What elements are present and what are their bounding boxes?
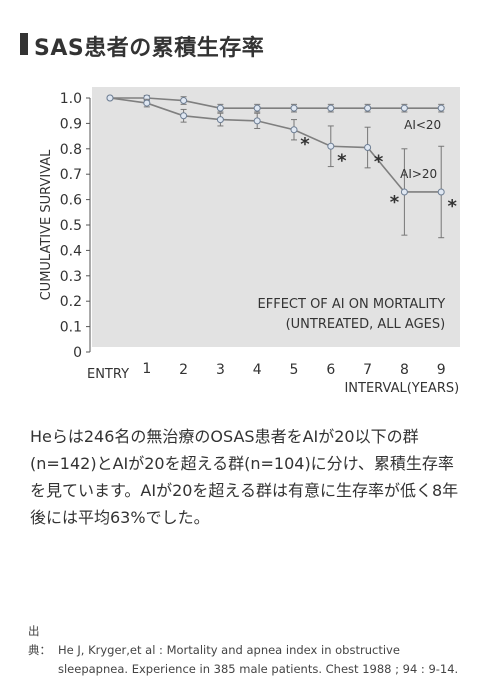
- series-line: [109, 97, 442, 193]
- y-tick-label: 1.0: [60, 91, 82, 107]
- y-tick-label: 0.3: [60, 269, 82, 285]
- series-label: AI>20: [400, 167, 437, 181]
- chart-annotation: EFFECT OF AI ON MORTALITY: [258, 297, 446, 312]
- x-tick-label: 1: [142, 361, 151, 377]
- x-tick-label: 8: [400, 362, 409, 378]
- source-line-1: He J, Kryger,et al : Mortality and apnea…: [58, 643, 400, 657]
- data-point: [290, 126, 298, 134]
- x-tick-label: ENTRY: [87, 367, 129, 382]
- data-point: [400, 104, 408, 112]
- data-point: [327, 104, 335, 112]
- x-tick-label: 2: [179, 362, 188, 378]
- source-citation: 出典： He J, Kryger,et al : Mortality and ap…: [28, 622, 478, 679]
- description-line: Heらは246名の無治療のOSAS患者をAIが20以下の群: [30, 427, 419, 446]
- source-label: 出典：: [28, 624, 51, 657]
- significance-mark: *: [337, 150, 347, 171]
- title-marker: [20, 33, 28, 55]
- x-tick-label: 5: [290, 362, 299, 378]
- y-tick-label: 0.4: [60, 243, 82, 259]
- x-tick-label: 9: [437, 362, 446, 378]
- x-tick-label: 3: [216, 362, 225, 378]
- y-tick-label: 0.5: [60, 218, 82, 234]
- data-point: [253, 117, 261, 125]
- data-point: [437, 104, 445, 112]
- description-text: Heらは246名の無治療のOSAS患者をAIが20以下の群 (n=142)とAI…: [30, 423, 475, 531]
- data-point: [327, 142, 335, 150]
- data-point: [290, 104, 298, 112]
- x-tick-label: 4: [253, 362, 262, 378]
- plot-background: [92, 87, 460, 347]
- series-line: [110, 97, 442, 109]
- significance-mark: *: [447, 196, 457, 217]
- page-title: SAS患者の累積生存率: [34, 36, 265, 61]
- significance-mark: *: [374, 152, 384, 173]
- x-axis-label: INTERVAL(YEARS): [344, 381, 459, 396]
- y-tick-label: 0.7: [60, 167, 82, 183]
- data-point: [400, 188, 408, 196]
- data-point: [253, 104, 261, 112]
- data-point: [364, 104, 372, 112]
- y-tick-label: 0.8: [60, 142, 82, 158]
- y-tick-label: 0.2: [60, 294, 82, 310]
- y-tick-label: 0.1: [60, 320, 82, 336]
- description-line: を見ています。AIが20を超える群は有意に生存率が低く8年: [30, 481, 459, 500]
- data-point: [216, 104, 224, 112]
- series-label: AI<20: [404, 118, 441, 132]
- data-point: [180, 112, 188, 120]
- chart-annotation: (UNTREATED, ALL AGES): [286, 317, 446, 332]
- y-tick-label: 0: [73, 345, 82, 361]
- data-point: [437, 188, 445, 196]
- y-axis-label: CUMULATIVE SURVIVAL: [39, 149, 54, 301]
- data-point: [180, 97, 188, 105]
- y-tick-label: 0.9: [60, 116, 82, 132]
- significance-mark: *: [390, 192, 400, 213]
- significance-mark: *: [300, 134, 310, 155]
- survival-chart: 0 0.1 0.2 0.3 0.4 0.5 0.6 0.7 0.8 0.9 1.0 CUMULATIV…: [39, 87, 460, 396]
- x-tick-label: 6: [326, 362, 335, 378]
- y-tick-label: 0.6: [60, 193, 82, 209]
- data-point: [216, 116, 224, 124]
- description-line: 後には平均63%でした。: [30, 508, 210, 527]
- x-tick-label: 7: [363, 362, 372, 378]
- data-point: [364, 144, 372, 152]
- description-line: (n=142)とAIが20を超える群(n=104)に分け、累積生存率: [30, 454, 454, 473]
- data-point: [143, 99, 151, 107]
- data-point: [106, 94, 114, 102]
- source-line-2: sleepapnea. Experience in 385 male patie…: [58, 662, 459, 676]
